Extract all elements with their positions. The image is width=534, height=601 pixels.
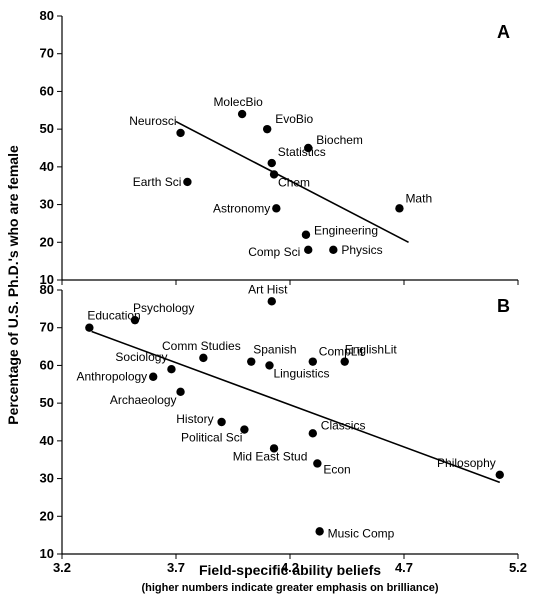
- y-tick-label: 70: [40, 320, 54, 335]
- point-label: EvoBio: [275, 112, 313, 126]
- data-point: [341, 357, 349, 365]
- point-label: Comm Studies: [162, 339, 241, 353]
- y-tick-label: 20: [40, 234, 54, 249]
- point-label: Biochem: [316, 133, 363, 147]
- y-tick-label: 60: [40, 357, 54, 372]
- data-point: [238, 110, 246, 118]
- y-tick-label: 30: [40, 197, 54, 212]
- point-label: Statistics: [278, 145, 326, 159]
- point-label: Mid East Stud: [233, 449, 308, 463]
- point-label: Archaeology: [110, 393, 177, 407]
- point-label: Astronomy: [213, 201, 270, 215]
- data-point: [496, 471, 504, 479]
- point-label: Music Comp: [328, 526, 395, 540]
- x-tick-label: 5.2: [509, 560, 527, 575]
- figure-container: { "dimensions": { "width": 534, "height"…: [0, 0, 534, 601]
- data-point: [199, 354, 207, 362]
- x-axis-sublabel: (higher numbers indicate greater emphasi…: [141, 582, 438, 594]
- data-point: [217, 418, 225, 426]
- y-tick-label: 20: [40, 508, 54, 523]
- data-point: [270, 170, 278, 178]
- data-point: [247, 357, 255, 365]
- y-tick-label: 40: [40, 433, 54, 448]
- data-point: [302, 231, 310, 239]
- x-tick-label: 4.7: [395, 560, 413, 575]
- point-label: Art Hist: [248, 282, 288, 296]
- data-point: [315, 527, 323, 535]
- data-point: [149, 373, 157, 381]
- y-tick-label: 60: [40, 83, 54, 98]
- point-label: Econ: [323, 462, 350, 476]
- data-point: [329, 246, 337, 254]
- data-point: [313, 459, 321, 467]
- point-label: Sociology: [115, 350, 167, 364]
- panel-letter-B: B: [497, 296, 510, 316]
- point-label: EnglishLit: [345, 343, 398, 357]
- data-point: [85, 324, 93, 332]
- y-tick-label: 50: [40, 395, 54, 410]
- data-point: [268, 297, 276, 305]
- y-tick-label: 50: [40, 121, 54, 136]
- data-point: [131, 316, 139, 324]
- point-label: Earth Sci: [133, 175, 182, 189]
- point-label: Anthropology: [76, 370, 147, 384]
- data-point: [263, 125, 271, 133]
- data-point: [176, 388, 184, 396]
- y-tick-label: 40: [40, 159, 54, 174]
- data-point: [265, 361, 273, 369]
- x-tick-label: 3.7: [167, 560, 185, 575]
- data-point: [304, 144, 312, 152]
- data-point: [176, 129, 184, 137]
- data-point: [268, 159, 276, 167]
- scatter-figure: 10 20 30 40 50 60 70 80 Neurosci Earth Sci MolecBi…: [0, 0, 534, 601]
- data-point: [183, 178, 191, 186]
- point-label: History: [176, 412, 213, 426]
- point-label: Political Sci: [181, 431, 242, 445]
- point-label: Psychology: [133, 301, 194, 315]
- y-tick-label: 10: [40, 546, 54, 561]
- point-label: Philosophy: [437, 456, 496, 470]
- y-axis-label: Percentage of U.S. Ph.D.'s who are femal…: [5, 145, 21, 425]
- point-label: Physics: [341, 243, 382, 257]
- data-point: [309, 429, 317, 437]
- data-point: [395, 204, 403, 212]
- point-label: Spanish: [253, 343, 296, 357]
- data-point: [272, 204, 280, 212]
- point-label: Neurosci: [129, 114, 176, 128]
- data-point: [309, 357, 317, 365]
- point-label: Chem: [278, 175, 310, 189]
- y-tick-label: 70: [40, 46, 54, 61]
- point-label: Engineering: [314, 224, 378, 238]
- point-label: Math: [405, 191, 432, 205]
- point-label: Comp Sci: [248, 245, 300, 259]
- x-tick-label: 3.2: [53, 560, 71, 575]
- y-tick-label: 80: [40, 8, 54, 23]
- point-label: Linguistics: [273, 366, 329, 380]
- x-axis-label: Field-specific ability beliefs: [199, 562, 381, 578]
- y-tick-label: 30: [40, 471, 54, 486]
- y-tick-label: 80: [40, 282, 54, 297]
- point-label: Classics: [321, 418, 366, 432]
- panel-letter-A: A: [497, 22, 510, 42]
- point-label: MolecBio: [213, 95, 263, 109]
- data-point: [304, 246, 312, 254]
- data-point: [167, 365, 175, 373]
